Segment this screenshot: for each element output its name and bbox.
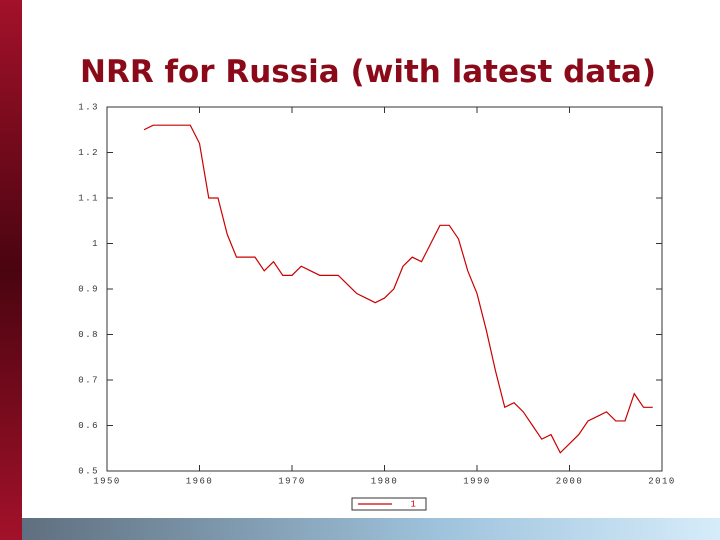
- y-tick-label: 1.2: [78, 148, 99, 158]
- y-tick-label: 0.8: [78, 330, 99, 340]
- y-tick-label: 1.3: [78, 102, 99, 112]
- y-tick-label: 0.7: [78, 375, 99, 385]
- legend-label: 1: [411, 499, 418, 509]
- y-tick-label: 1.1: [78, 193, 99, 203]
- x-tick-label: 1990: [463, 476, 491, 486]
- plot-frame: [106, 106, 663, 472]
- x-tick-label: 2000: [556, 476, 584, 486]
- y-tick-label: 0.5: [78, 466, 99, 476]
- y-tick-label: 0.6: [78, 421, 99, 431]
- x-tick-label: 1980: [371, 476, 399, 486]
- y-tick-label: 1: [92, 239, 99, 249]
- x-tick-label: 1970: [278, 476, 306, 486]
- side-bar: [0, 0, 22, 540]
- data-line: [143, 124, 653, 454]
- legend-box: [351, 497, 427, 511]
- x-tick-label: 1950: [93, 476, 121, 486]
- chart-title: NRR for Russia (with latest data): [80, 54, 656, 90]
- x-tick-label: 1960: [186, 476, 214, 486]
- y-tick-label: 0.9: [78, 284, 99, 294]
- bottom-bar: [22, 518, 720, 540]
- x-tick-label: 2010: [648, 476, 676, 486]
